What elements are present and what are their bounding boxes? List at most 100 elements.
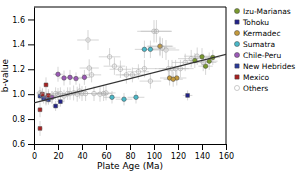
point [59, 100, 63, 104]
point [148, 79, 153, 84]
tick-label: 140 [195, 152, 210, 161]
point [68, 75, 73, 80]
tick: 60 [101, 144, 111, 161]
point [44, 83, 48, 87]
point [122, 97, 127, 102]
x-error-bar [128, 71, 150, 72]
legend-label: New Hebrides [243, 62, 295, 71]
y-axis: 0.6 0.8 1.0 1.2 1.4 1.6 [12, 8, 34, 150]
point [107, 55, 112, 60]
tick-label: 0.6 [12, 140, 25, 149]
tick-mark [178, 144, 179, 150]
tick: 0 [32, 144, 37, 161]
legend-marker [234, 85, 239, 90]
tick: 140 [195, 144, 210, 161]
x-error-bar [149, 48, 175, 49]
tick-label: 0 [32, 152, 37, 161]
tick-mark [226, 144, 227, 150]
tick-label: 100 [147, 152, 162, 161]
point [56, 72, 61, 77]
tick-mark [28, 69, 34, 70]
point [83, 91, 88, 96]
point [40, 93, 45, 98]
point [148, 47, 153, 52]
point [62, 76, 67, 81]
legend-marker [235, 75, 239, 79]
x-axis-title: Plate Age (Ma) [97, 161, 163, 171]
legend-item: Others [234, 84, 268, 93]
point [89, 73, 94, 78]
chart: 0 20 40 60 80 100 120 140 160 0.6 0.8 1.0 1.2 1.4 1.6 P… [0, 0, 300, 172]
error-bars [36, 20, 220, 136]
tick-label: 60 [101, 152, 111, 161]
axis-line [34, 7, 226, 8]
legend-marker [235, 64, 239, 68]
legend-label: Chile-Peru [243, 51, 281, 60]
point [171, 77, 176, 82]
tick: 1.2 [12, 65, 34, 74]
tick-label: 40 [77, 152, 87, 161]
lines [34, 54, 226, 103]
point [104, 91, 109, 96]
point [154, 29, 159, 34]
point [186, 94, 190, 98]
legend-item: Mexico [235, 73, 270, 82]
tick-label: 20 [53, 152, 63, 161]
point [136, 70, 141, 75]
tick-mark [28, 44, 34, 45]
tick: 160 [219, 144, 234, 161]
legend-marker [234, 30, 239, 35]
legend-item: Tohoku [235, 18, 269, 27]
legend-item: Chile-Peru [234, 51, 281, 60]
plot: 0 20 40 60 80 100 120 140 160 0.6 0.8 1.0 1.2 1.4 1.6 P… [0, 7, 234, 171]
tick-mark [106, 144, 107, 150]
regression-line [34, 54, 226, 103]
tick: 1.6 [12, 16, 34, 25]
tick-label: 80 [125, 152, 135, 161]
legend: Izu-MarianasTohokuKermadecSumatraChile-P… [234, 7, 295, 93]
point [54, 104, 58, 108]
tick-label: 1.0 [12, 90, 25, 99]
tick: 100 [147, 144, 162, 161]
axis-line [34, 8, 35, 145]
point [189, 56, 194, 61]
point [86, 38, 91, 43]
tick-mark [28, 119, 34, 120]
legend-label: Kermadec [243, 29, 281, 38]
legend-item: Sumatra [234, 40, 275, 49]
x-error-bar [122, 74, 144, 75]
tick: 1.4 [12, 40, 34, 49]
legend-label: Mexico [243, 73, 270, 82]
tick-mark [202, 144, 203, 150]
tick-mark [28, 144, 34, 145]
x-axis: 0 20 40 60 80 100 120 140 160 [32, 144, 234, 161]
x-error-bar [140, 81, 162, 82]
point [38, 127, 42, 131]
legend-item: New Hebrides [235, 62, 295, 71]
x-error-bar [104, 66, 126, 67]
x-error-bar [80, 68, 99, 69]
tick-label: 1.4 [12, 40, 25, 49]
tick: 0.8 [12, 115, 34, 124]
point [200, 55, 205, 60]
tick-mark [28, 94, 34, 95]
x-error-bar [99, 56, 121, 57]
legend-label: Sumatra [243, 40, 275, 49]
point [134, 95, 139, 100]
legend-marker [234, 52, 239, 57]
legend-marker [234, 8, 239, 13]
point [74, 76, 79, 81]
point [38, 108, 42, 112]
tick-mark [130, 144, 131, 150]
tick-mark [58, 144, 59, 150]
point [92, 91, 97, 96]
point [207, 59, 212, 64]
tick-label: 120 [171, 152, 186, 161]
tick-label: 0.8 [12, 115, 25, 124]
point [110, 95, 115, 100]
tick-mark [34, 144, 35, 150]
tick-label: 1.2 [12, 65, 25, 74]
point [130, 73, 135, 78]
tick-mark [28, 19, 34, 20]
point [142, 66, 147, 71]
